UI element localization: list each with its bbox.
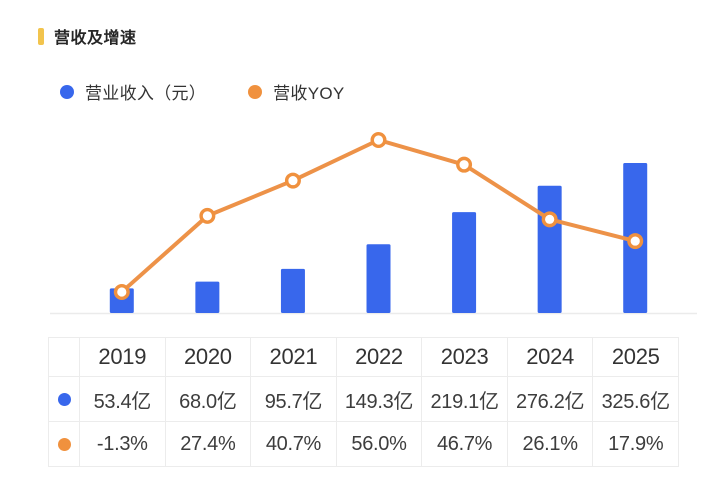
yoy-cell: 27.4% — [165, 422, 252, 467]
revenue-bar-2024[interactable] — [537, 185, 562, 313]
revenue-bar-2023[interactable] — [452, 212, 477, 313]
revenue-bar-2021[interactable] — [280, 268, 305, 313]
yoy-cell: -1.3% — [80, 422, 166, 467]
revenue-cell: 219.1亿 — [422, 377, 508, 422]
yoy-cell: 56.0% — [336, 422, 423, 467]
table-header-year: 2022 — [336, 338, 423, 377]
revenue-cell: 53.4亿 — [80, 377, 166, 422]
revenue-bar-2022[interactable] — [366, 244, 391, 313]
table-header-year: 2020 — [165, 338, 252, 377]
revenue-cell: 95.7亿 — [251, 377, 337, 422]
legend-label-revenue: 营业收入（元） — [85, 84, 207, 103]
legend-item-yoy[interactable]: 营收YOY — [248, 79, 344, 104]
yoy-row-icon-cell — [49, 422, 80, 467]
table-header-year: 2021 — [251, 338, 337, 377]
table-header-year: 2019 — [80, 338, 166, 377]
revenue-cell: 325.6亿 — [593, 377, 679, 422]
blue-dot-icon — [57, 392, 71, 406]
table-header-year: 2023 — [422, 338, 508, 377]
orange-dot-icon — [57, 437, 71, 451]
revenue-cell: 68.0亿 — [165, 377, 252, 422]
yoy-point-2023[interactable] — [456, 156, 473, 173]
revenue-growth-chart — [50, 131, 697, 315]
yoy-point-2019[interactable] — [113, 284, 130, 301]
revenue-bar-2020[interactable] — [195, 281, 220, 313]
legend-dot-orange-icon — [248, 84, 263, 99]
table-header-year: 2025 — [593, 338, 679, 377]
yoy-cell: 17.9% — [593, 422, 679, 467]
legend-dot-blue-icon — [60, 84, 74, 99]
chart-legend: 营业收入（元） 营收YOY — [60, 79, 345, 104]
yoy-point-2024[interactable] — [541, 211, 558, 228]
yoy-cell: 46.7% — [422, 422, 508, 467]
revenue-cell: 149.3亿 — [336, 377, 423, 422]
yoy-point-2021[interactable] — [284, 172, 301, 189]
card-title-text: 营收及增速 — [54, 30, 137, 47]
yoy-point-2025[interactable] — [627, 233, 644, 250]
title-marker-icon — [38, 27, 44, 45]
revenue-row-icon-cell — [49, 377, 80, 422]
yoy-cell: 40.7% — [251, 422, 337, 467]
revenue-cell: 276.2亿 — [507, 377, 594, 422]
yoy-point-2022[interactable] — [370, 131, 387, 148]
card-title: 营收及增速 — [38, 24, 137, 48]
table-header-year: 2024 — [507, 338, 594, 377]
legend-label-yoy: 营收YOY — [273, 84, 345, 103]
yoy-point-2020[interactable] — [199, 207, 216, 224]
legend-item-revenue[interactable]: 营业收入（元） — [60, 79, 206, 104]
table-corner-cell — [49, 338, 80, 377]
yoy-cell: 26.1% — [507, 422, 594, 467]
data-table: 2019 2020 2021 2022 2023 2024 2025 53.4亿… — [48, 337, 679, 467]
